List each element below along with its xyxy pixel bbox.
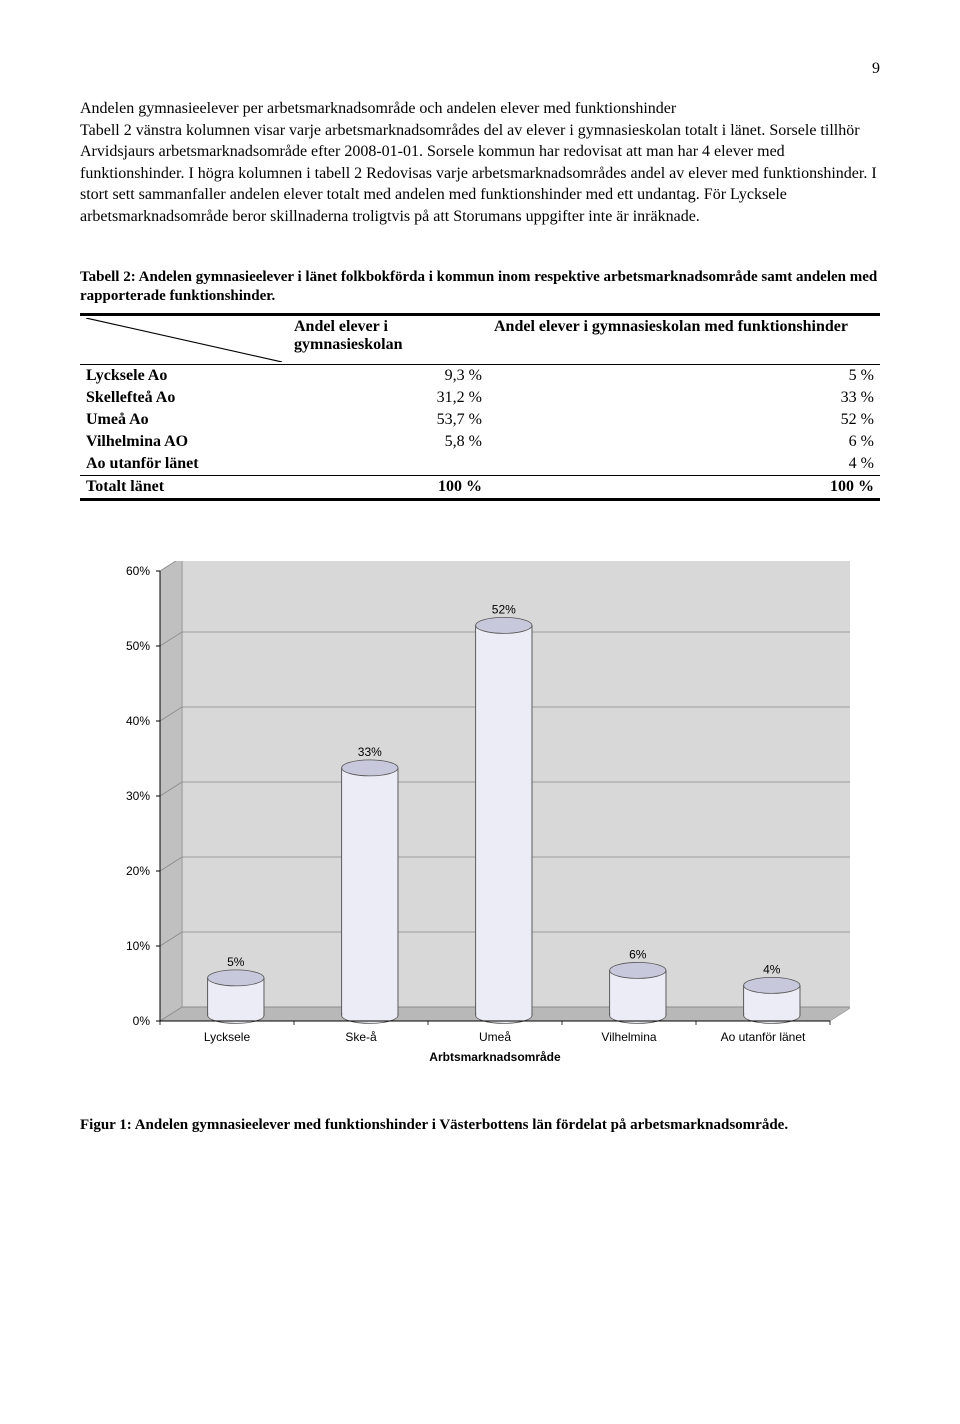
svg-text:Arbtsmarknadsområde: Arbtsmarknadsområde bbox=[429, 1050, 561, 1064]
table-cell: 100 % bbox=[488, 475, 880, 499]
svg-text:52%: 52% bbox=[492, 602, 516, 616]
table-row: Vilhelmina AO5,8 %6 % bbox=[80, 431, 880, 453]
svg-text:Lycksele: Lycksele bbox=[204, 1030, 251, 1044]
table-row: Skellefteå Ao31,2 %33 % bbox=[80, 387, 880, 409]
column-header: Andel elever i gymnasieskolan bbox=[288, 314, 488, 364]
svg-text:5%: 5% bbox=[227, 954, 245, 968]
svg-text:Vilhelmina: Vilhelmina bbox=[601, 1030, 656, 1044]
svg-text:4%: 4% bbox=[763, 962, 781, 976]
table-cell: Totalt länet bbox=[80, 475, 288, 499]
page-number: 9 bbox=[80, 60, 880, 78]
table-cell: 52 % bbox=[488, 409, 880, 431]
table-cell: 4 % bbox=[488, 453, 880, 476]
bar-chart: 0% 10% 20% 30% 40% 50% 60% 5% Lycksele 33% Ske-å 52… bbox=[90, 561, 850, 1086]
table-cell: 53,7 % bbox=[288, 409, 488, 431]
svg-text:10%: 10% bbox=[126, 939, 150, 953]
svg-text:6%: 6% bbox=[629, 947, 647, 961]
table-row: Umeå Ao53,7 %52 % bbox=[80, 409, 880, 431]
table-cell: 100 % bbox=[288, 475, 488, 499]
svg-text:20%: 20% bbox=[126, 864, 150, 878]
svg-text:50%: 50% bbox=[126, 639, 150, 653]
column-header: Andel elever i gymnasieskolan med funkti… bbox=[488, 314, 880, 364]
table-cell: 6 % bbox=[488, 431, 880, 453]
figure-caption: Figur 1: Andelen gymnasieelever med funk… bbox=[80, 1116, 880, 1136]
body-text: Andelen gymnasieelever per arbetsmarknad… bbox=[80, 98, 880, 228]
column-header bbox=[80, 314, 288, 364]
svg-text:33%: 33% bbox=[358, 744, 382, 758]
table-row: Ao utanför länet 4 % bbox=[80, 453, 880, 476]
table-cell: Vilhelmina AO bbox=[80, 431, 288, 453]
svg-text:0%: 0% bbox=[133, 1014, 151, 1028]
svg-text:Ske-å: Ske-å bbox=[345, 1030, 377, 1044]
table-cell: 33 % bbox=[488, 387, 880, 409]
table-cell: 9,3 % bbox=[288, 364, 488, 387]
svg-text:60%: 60% bbox=[126, 564, 150, 578]
table-cell: 5,8 % bbox=[288, 431, 488, 453]
svg-text:Ao utanför länet: Ao utanför länet bbox=[721, 1030, 806, 1044]
table-cell: Umeå Ao bbox=[80, 409, 288, 431]
table-row: Lycksele Ao9,3 %5 % bbox=[80, 364, 880, 387]
table-cell: Lycksele Ao bbox=[80, 364, 288, 387]
svg-text:30%: 30% bbox=[126, 789, 150, 803]
table-cell: Skellefteå Ao bbox=[80, 387, 288, 409]
table-cell bbox=[288, 453, 488, 476]
svg-text:40%: 40% bbox=[126, 714, 150, 728]
table-cell: 31,2 % bbox=[288, 387, 488, 409]
svg-text:Umeå: Umeå bbox=[479, 1030, 511, 1044]
table-total-row: Totalt länet100 %100 % bbox=[80, 475, 880, 499]
table-caption: Tabell 2: Andelen gymnasieelever i länet… bbox=[80, 268, 880, 307]
table-cell: 5 % bbox=[488, 364, 880, 387]
data-table: Andel elever i gymnasieskolanAndel eleve… bbox=[80, 313, 880, 501]
table-cell: Ao utanför länet bbox=[80, 453, 288, 476]
